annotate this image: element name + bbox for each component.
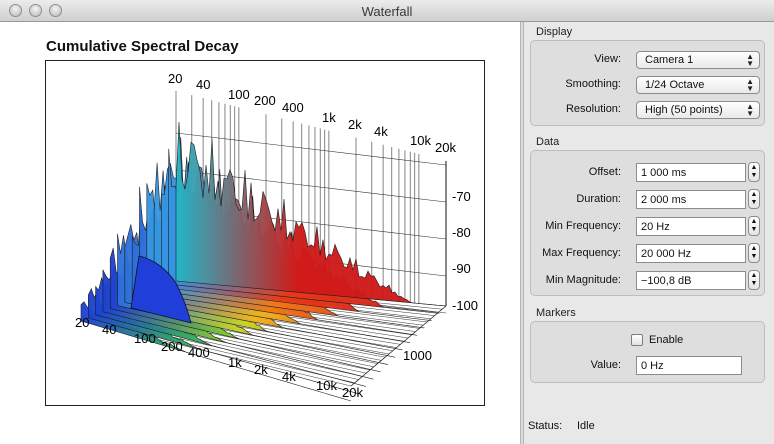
resolution-select-value: High (50 points) xyxy=(645,104,723,116)
enable-markers-checkbox[interactable] xyxy=(631,334,643,346)
waterfall-svg: 20 40 100 200 400 1k 2k 4k 10k 20k -70 -… xyxy=(75,71,478,402)
min-frequency-label: Min Frequency: xyxy=(545,220,621,232)
front-freq-label: 40 xyxy=(102,322,116,337)
front-freq-label: 10k xyxy=(316,378,337,393)
magnitude-label: -100 xyxy=(452,298,478,313)
axis-labels: 20 40 100 200 400 1k 2k 4k 10k 20k -70 -… xyxy=(75,71,478,400)
smoothing-label: Smoothing: xyxy=(565,78,621,90)
window-title: Waterfall xyxy=(361,4,413,19)
front-freq-label: 200 xyxy=(161,339,183,354)
display-group-title: Display xyxy=(536,26,573,38)
magnitude-label: -80 xyxy=(452,225,471,240)
max-frequency-label: Max Frequency: xyxy=(542,247,621,259)
markers-group-title: Markers xyxy=(536,307,576,319)
waterfall-plot[interactable]: 20 40 100 200 400 1k 2k 4k 10k 20k -70 -… xyxy=(45,60,485,406)
smoothing-select[interactable]: 1/24 Octave ▲ ▼ xyxy=(636,76,760,94)
view-label: View: xyxy=(594,53,621,65)
magnitude-label: -90 xyxy=(452,261,471,276)
duration-stepper[interactable]: ▲ ▼ xyxy=(748,189,760,209)
plot-title: Cumulative Spectral Decay xyxy=(46,38,239,55)
data-group-title: Data xyxy=(536,136,560,148)
min-magnitude-stepper[interactable]: ▲ ▼ xyxy=(748,270,760,290)
decay-slice-front xyxy=(130,255,192,324)
resolution-label: Resolution: xyxy=(565,103,621,115)
min-frequency-stepper[interactable]: ▲ ▼ xyxy=(748,216,760,236)
front-freq-label: 100 xyxy=(134,331,156,346)
front-freq-label: 1k xyxy=(228,355,242,370)
decay-slice xyxy=(175,121,447,307)
select-arrows-icon: ▲ ▼ xyxy=(746,102,754,118)
select-arrows-icon: ▲ ▼ xyxy=(746,77,754,93)
view-select-value: Camera 1 xyxy=(645,54,694,66)
front-freq-label: 20 xyxy=(75,315,89,330)
back-freq-label: 10k xyxy=(410,133,431,148)
floor-edge xyxy=(350,305,447,387)
zoom-window-button[interactable] xyxy=(49,4,62,17)
back-freq-label: 20k xyxy=(435,140,456,155)
front-freq-label: 20k xyxy=(342,385,363,400)
min-magnitude-field[interactable]: −100,8 dB xyxy=(636,271,746,290)
minimize-window-button[interactable] xyxy=(29,4,42,17)
offset-stepper[interactable]: ▲ ▼ xyxy=(748,162,760,182)
max-frequency-stepper[interactable]: ▲ ▼ xyxy=(748,243,760,263)
back-freq-label: 1k xyxy=(322,110,336,125)
smoothing-select-value: 1/24 Octave xyxy=(645,79,705,91)
marker-value-label: Value: xyxy=(590,359,621,371)
offset-field[interactable]: 1 000 ms xyxy=(636,163,746,182)
back-freq-label: 400 xyxy=(282,100,304,115)
back-grid-line xyxy=(175,169,447,203)
view-select[interactable]: Camera 1 ▲ ▼ xyxy=(636,51,760,69)
plot-pane: Cumulative Spectral Decay 20 40 100 200 … xyxy=(0,22,520,444)
pane-splitter[interactable] xyxy=(520,22,524,444)
markers-group: Enable Value: 0 Hz xyxy=(530,321,765,383)
max-frequency-field[interactable]: 20 000 Hz xyxy=(636,244,746,263)
back-freq-label: 100 xyxy=(228,87,250,102)
min-frequency-field[interactable]: 20 Hz xyxy=(636,217,746,236)
status-value: Idle xyxy=(577,420,595,432)
display-group: View: Camera 1 ▲ ▼ Smoothing: 1/24 Octave… xyxy=(530,40,765,126)
back-freq-label: 2k xyxy=(348,117,362,132)
duration-field[interactable]: 2 000 ms xyxy=(636,190,746,209)
enable-markers-label: Enable xyxy=(649,334,684,346)
back-freq-label: 40 xyxy=(196,77,210,92)
marker-value-field[interactable]: 0 Hz xyxy=(636,356,742,375)
min-magnitude-label: Min Magnitude: xyxy=(545,274,621,286)
front-freq-label: 2k xyxy=(254,362,268,377)
data-group: Offset: 1 000 ms ▲ ▼ Duration: 2 000 ms ▲… xyxy=(530,150,765,296)
time-axis-label: 1000 xyxy=(403,348,432,363)
resolution-select[interactable]: High (50 points) ▲ ▼ xyxy=(636,101,760,119)
decay-slices xyxy=(80,121,447,402)
back-freq-label: 4k xyxy=(374,124,388,139)
magnitude-label: -70 xyxy=(452,189,471,204)
back-freq-label: 200 xyxy=(254,93,276,108)
window-titlebar: Waterfall xyxy=(0,0,774,22)
close-window-button[interactable] xyxy=(9,4,22,17)
back-freq-label: 20 xyxy=(168,71,182,86)
settings-panel: Display View: Camera 1 ▲ ▼ Smoothing: 1/2… xyxy=(524,22,774,444)
front-freq-label: 4k xyxy=(282,369,296,384)
front-freq-label: 400 xyxy=(188,345,210,360)
duration-label: Duration: xyxy=(576,193,621,205)
status-label: Status: xyxy=(528,420,563,432)
offset-label: Offset: xyxy=(588,166,621,178)
select-arrows-icon: ▲ ▼ xyxy=(746,52,754,68)
back-grid-line xyxy=(175,132,447,166)
